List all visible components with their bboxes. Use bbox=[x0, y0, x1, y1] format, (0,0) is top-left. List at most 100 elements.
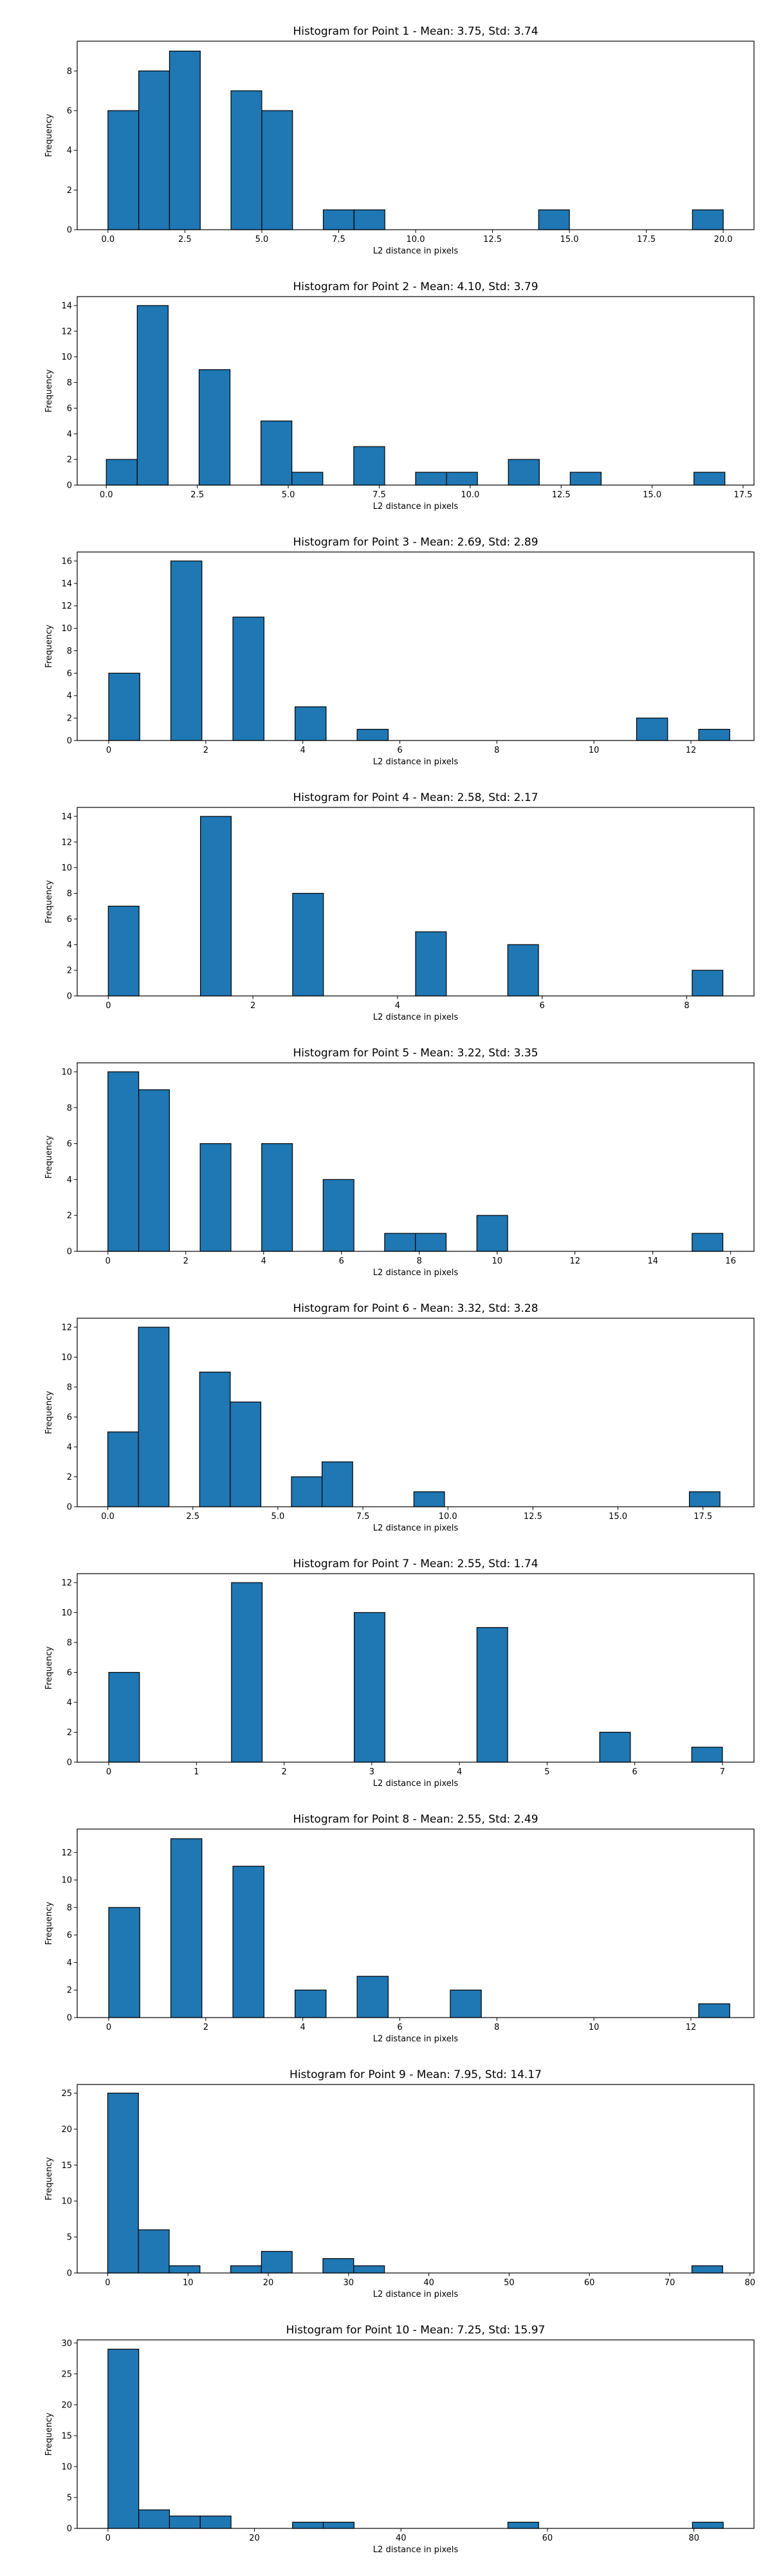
chart-title: Histogram for Point 6 - Mean: 3.32, Std:… bbox=[293, 1302, 538, 1315]
y-tick-label: 4 bbox=[67, 1175, 72, 1185]
histogram-bar bbox=[322, 2258, 354, 2274]
x-axis-label: L2 distance in pixels bbox=[373, 2290, 459, 2299]
histogram-panel-5: Histogram for Point 5 - Mean: 3.22, Std:… bbox=[44, 1047, 755, 1278]
histogram-bar bbox=[295, 1989, 327, 2018]
histogram-bar bbox=[261, 110, 293, 230]
y-axis-label: Frequency bbox=[44, 625, 54, 668]
x-tick-label: 20 bbox=[263, 2278, 274, 2288]
x-tick-label: 0 bbox=[106, 746, 111, 755]
y-tick-label: 0 bbox=[67, 1503, 72, 1513]
x-tick-label: 12.5 bbox=[524, 1512, 542, 1522]
x-axis-label: L2 distance in pixels bbox=[373, 1268, 459, 1278]
y-tick-label: 6 bbox=[67, 1139, 72, 1149]
histogram-bar bbox=[261, 420, 293, 486]
x-axis-label: L2 distance in pixels bbox=[373, 2034, 459, 2044]
histogram-bar bbox=[507, 944, 539, 997]
x-tick-label: 10 bbox=[492, 1256, 502, 1266]
histogram-bar bbox=[291, 472, 324, 486]
x-tick-label: 12.5 bbox=[483, 235, 502, 244]
histogram-bar bbox=[231, 1582, 263, 1763]
y-axis-label: Frequency bbox=[44, 369, 54, 412]
y-tick-label: 8 bbox=[67, 1903, 72, 1913]
chart-title: Histogram for Point 5 - Mean: 3.22, Std:… bbox=[293, 1047, 538, 1060]
histogram-bar bbox=[198, 369, 231, 486]
y-tick-label: 4 bbox=[67, 1958, 72, 1968]
y-tick-label: 4 bbox=[67, 430, 72, 439]
histogram-bar bbox=[232, 1866, 264, 2018]
y-tick-label: 10 bbox=[61, 863, 72, 873]
x-tick-label: 5 bbox=[544, 1767, 549, 1777]
histogram-bar bbox=[353, 446, 385, 486]
histogram-bar bbox=[698, 728, 730, 741]
y-axis-label: Frequency bbox=[44, 1646, 54, 1689]
chart-title: Histogram for Point 10 - Mean: 7.25, Std… bbox=[286, 2324, 546, 2337]
axes-frame bbox=[77, 1062, 755, 1252]
x-axis-label: L2 distance in pixels bbox=[373, 757, 459, 767]
y-tick-label: 6 bbox=[67, 106, 72, 116]
histogram-bar bbox=[322, 1179, 354, 1252]
y-tick-label: 0 bbox=[67, 2269, 72, 2279]
y-tick-label: 2 bbox=[67, 1728, 72, 1738]
x-tick-label: 6 bbox=[632, 1767, 638, 1777]
x-tick-label: 17.5 bbox=[734, 490, 753, 500]
histogram-bar bbox=[230, 90, 262, 230]
x-tick-label: 8 bbox=[494, 2023, 499, 2032]
x-tick-label: 4 bbox=[300, 2023, 306, 2032]
histogram-bar bbox=[169, 2516, 201, 2529]
y-tick-label: 0 bbox=[67, 226, 72, 235]
x-tick-label: 8 bbox=[684, 1001, 689, 1011]
histogram-bar bbox=[476, 1627, 508, 1763]
y-tick-label: 10 bbox=[61, 353, 72, 362]
x-axis-label: L2 distance in pixels bbox=[373, 1779, 459, 1789]
histogram-bar bbox=[413, 1491, 445, 1507]
y-tick-label: 6 bbox=[67, 1668, 72, 1678]
histogram-bar bbox=[292, 2521, 324, 2529]
y-tick-label: 2 bbox=[67, 714, 72, 724]
x-tick-label: 6 bbox=[540, 1001, 545, 1011]
x-tick-label: 2 bbox=[203, 2023, 208, 2032]
histogram-bar bbox=[169, 2265, 201, 2274]
y-tick-label: 6 bbox=[67, 1413, 72, 1422]
axes-frame bbox=[77, 1828, 755, 2018]
y-tick-label: 14 bbox=[61, 579, 72, 589]
axes-frame bbox=[77, 2339, 755, 2529]
histogram-bar bbox=[538, 209, 570, 230]
y-tick-label: 5 bbox=[67, 2493, 72, 2503]
x-tick-label: 1 bbox=[194, 1767, 199, 1777]
histogram-bar bbox=[322, 209, 354, 230]
histogram-bar bbox=[108, 672, 140, 741]
chart-title: Histogram for Point 4 - Mean: 2.58, Std:… bbox=[293, 791, 538, 804]
histogram-bar bbox=[446, 472, 478, 486]
x-tick-label: 20.0 bbox=[714, 235, 733, 244]
histogram-bar bbox=[200, 816, 232, 997]
x-tick-label: 4 bbox=[395, 1001, 400, 1011]
x-tick-label: 6 bbox=[397, 2023, 402, 2032]
histogram-bar bbox=[356, 1976, 389, 2018]
y-tick-label: 2 bbox=[67, 1986, 72, 1996]
x-axis-label: L2 distance in pixels bbox=[373, 1523, 459, 1533]
x-tick-label: 8 bbox=[494, 746, 499, 755]
histogram-bar bbox=[415, 1233, 447, 1252]
y-tick-label: 12 bbox=[61, 838, 72, 847]
x-tick-label: 5.0 bbox=[282, 490, 295, 500]
chart-title: Histogram for Point 3 - Mean: 2.69, Std:… bbox=[293, 536, 538, 549]
y-tick-label: 12 bbox=[61, 1848, 72, 1858]
histogram-panel-7: Histogram for Point 7 - Mean: 2.55, Std:… bbox=[44, 1558, 755, 1789]
histogram-bar bbox=[322, 1461, 353, 1507]
x-tick-label: 20 bbox=[249, 2534, 260, 2543]
x-tick-label: 10 bbox=[589, 746, 600, 755]
x-tick-label: 40 bbox=[396, 2534, 407, 2543]
histogram-panel-8: Histogram for Point 8 - Mean: 2.55, Std:… bbox=[44, 1813, 755, 2044]
x-tick-label: 12.5 bbox=[552, 490, 571, 500]
y-tick-label: 15 bbox=[61, 2161, 72, 2171]
y-tick-label: 6 bbox=[67, 669, 72, 679]
x-tick-label: 4 bbox=[457, 1767, 462, 1777]
x-tick-label: 0 bbox=[106, 1001, 111, 1011]
x-tick-label: 2 bbox=[183, 1256, 188, 1266]
y-tick-label: 8 bbox=[67, 889, 72, 899]
y-axis-label: Frequency bbox=[44, 1136, 54, 1179]
x-tick-label: 2 bbox=[250, 1001, 255, 1011]
histogram-bar bbox=[688, 1491, 721, 1507]
y-axis-label: Frequency bbox=[44, 880, 54, 923]
histogram-bar bbox=[353, 2265, 385, 2274]
